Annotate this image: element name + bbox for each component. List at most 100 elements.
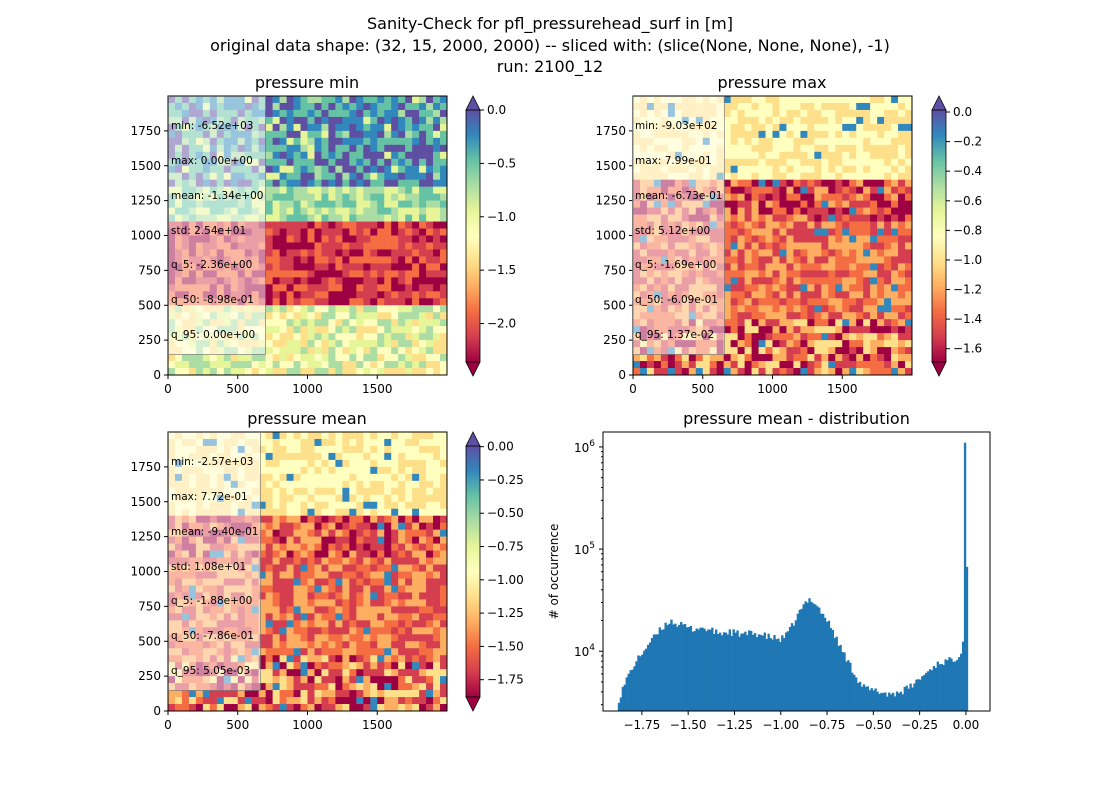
heatmap-cell: [370, 690, 378, 698]
heatmap-cell: [730, 291, 738, 299]
heatmap-cell: [321, 697, 329, 705]
heatmap-cell: [335, 109, 343, 118]
heatmap-cell: [828, 151, 836, 160]
heatmap-cell: [779, 130, 787, 139]
heatmap-cell: [412, 298, 420, 306]
heatmap-cell: [800, 333, 808, 341]
heatmap-cell: [765, 347, 773, 355]
heatmap-cell: [342, 655, 350, 663]
heatmap-cell: [370, 102, 378, 111]
colorbar-tick-label: 0.00: [487, 440, 514, 454]
heatmap-cell: [286, 487, 294, 496]
heatmap-cell: [335, 438, 343, 447]
heatmap-cell: [314, 305, 322, 313]
heatmap-cell: [412, 270, 420, 278]
heatmap-cell: [363, 96, 371, 104]
heatmap-cell: [279, 536, 287, 544]
heatmap-cell: [321, 508, 329, 516]
histogram-bar: [629, 670, 632, 711]
heatmap-cell: [293, 319, 301, 327]
heatmap-cell: [300, 102, 308, 111]
heatmap-cell: [405, 137, 413, 146]
heatmap-cell: [328, 305, 336, 313]
heatmap-cell: [426, 172, 434, 180]
heatmap-cell: [779, 256, 787, 264]
heatmap-cell: [349, 193, 357, 201]
heatmap-cell: [688, 361, 697, 369]
heatmap-cell: [793, 312, 801, 320]
heatmap-cell: [744, 305, 752, 313]
heatmap-cell: [342, 529, 350, 537]
heatmap-cell: [891, 214, 899, 222]
colorbar-tick-label: −1.50: [487, 639, 524, 653]
heatmap-cell: [370, 501, 378, 510]
heatmap-cell: [363, 340, 371, 348]
heatmap-cell: [370, 319, 378, 327]
heatmap-cell: [307, 186, 315, 194]
heatmap-cell: [828, 158, 836, 167]
heatmap-cell: [244, 354, 252, 362]
heatmap-cell: [877, 312, 885, 320]
heatmap-cell: [377, 445, 385, 454]
heatmap-cell: [398, 277, 406, 285]
heatmap-cell: [814, 361, 822, 369]
heatmap-cell: [356, 445, 364, 454]
heatmap-cell: [800, 179, 808, 187]
heatmap-cell: [870, 96, 878, 104]
heatmap-cell: [300, 165, 308, 174]
histogram-bar: [648, 642, 652, 711]
heatmap-cell: [737, 277, 745, 285]
heatmap-cell: [398, 228, 406, 236]
heatmap-cell: [321, 432, 329, 440]
heatmap-cell: [349, 432, 357, 440]
heatmap-cell: [786, 326, 794, 334]
heatmap-cell: [391, 669, 399, 677]
heatmap-cell: [265, 347, 273, 355]
heatmap-cell: [870, 270, 878, 278]
heatmap-cell: [863, 319, 871, 327]
heatmap-cell: [363, 641, 371, 649]
heatmap-cell: [335, 333, 343, 341]
heatmap-cell: [349, 319, 357, 327]
heatmap-cell: [321, 256, 329, 264]
heatmap-cell: [321, 200, 329, 208]
heatmap-cell: [856, 256, 864, 264]
heatmap-cell: [898, 137, 906, 146]
heatmap-cell: [426, 102, 434, 111]
heatmap-cell: [419, 151, 427, 160]
heatmap-cell: [898, 214, 906, 222]
heatmap-cell: [758, 193, 766, 201]
heatmap-cell: [440, 214, 448, 222]
heatmap-cell: [398, 690, 406, 698]
heatmap-cell: [405, 501, 413, 510]
heatmap-cell: [905, 116, 913, 125]
heatmap-cell: [335, 585, 343, 593]
heatmap-cell: [412, 305, 420, 313]
heatmap-cell: [391, 123, 399, 132]
heatmap-cell: [300, 564, 308, 572]
heatmap-cell: [786, 158, 794, 167]
heatmap-cell: [793, 361, 801, 369]
heatmap-cell: [842, 347, 850, 355]
heatmap-cell: [293, 256, 301, 264]
heatmap-cell: [384, 158, 392, 167]
heatmap-cell: [807, 116, 815, 125]
heatmap-cell: [314, 515, 322, 523]
heatmap-cell: [440, 326, 448, 334]
heatmap-cell: [856, 151, 864, 160]
heatmap-cell: [842, 96, 850, 104]
heatmap-cell: [279, 459, 287, 468]
heatmap-cell: [335, 627, 343, 635]
heatmap-cell: [293, 207, 301, 215]
heatmap-cell: [828, 298, 836, 306]
heatmap-cell: [265, 165, 273, 174]
heatmap-cell: [821, 158, 829, 167]
heatmap-cell: [174, 354, 183, 362]
heatmap-cell: [884, 256, 892, 264]
heatmap-cell: [363, 683, 371, 691]
heatmap-cell: [898, 151, 906, 160]
heatmap-cell: [723, 326, 731, 334]
heatmap-cell: [765, 305, 773, 313]
heatmap-cell: [751, 116, 759, 125]
heatmap-cell: [265, 592, 273, 600]
